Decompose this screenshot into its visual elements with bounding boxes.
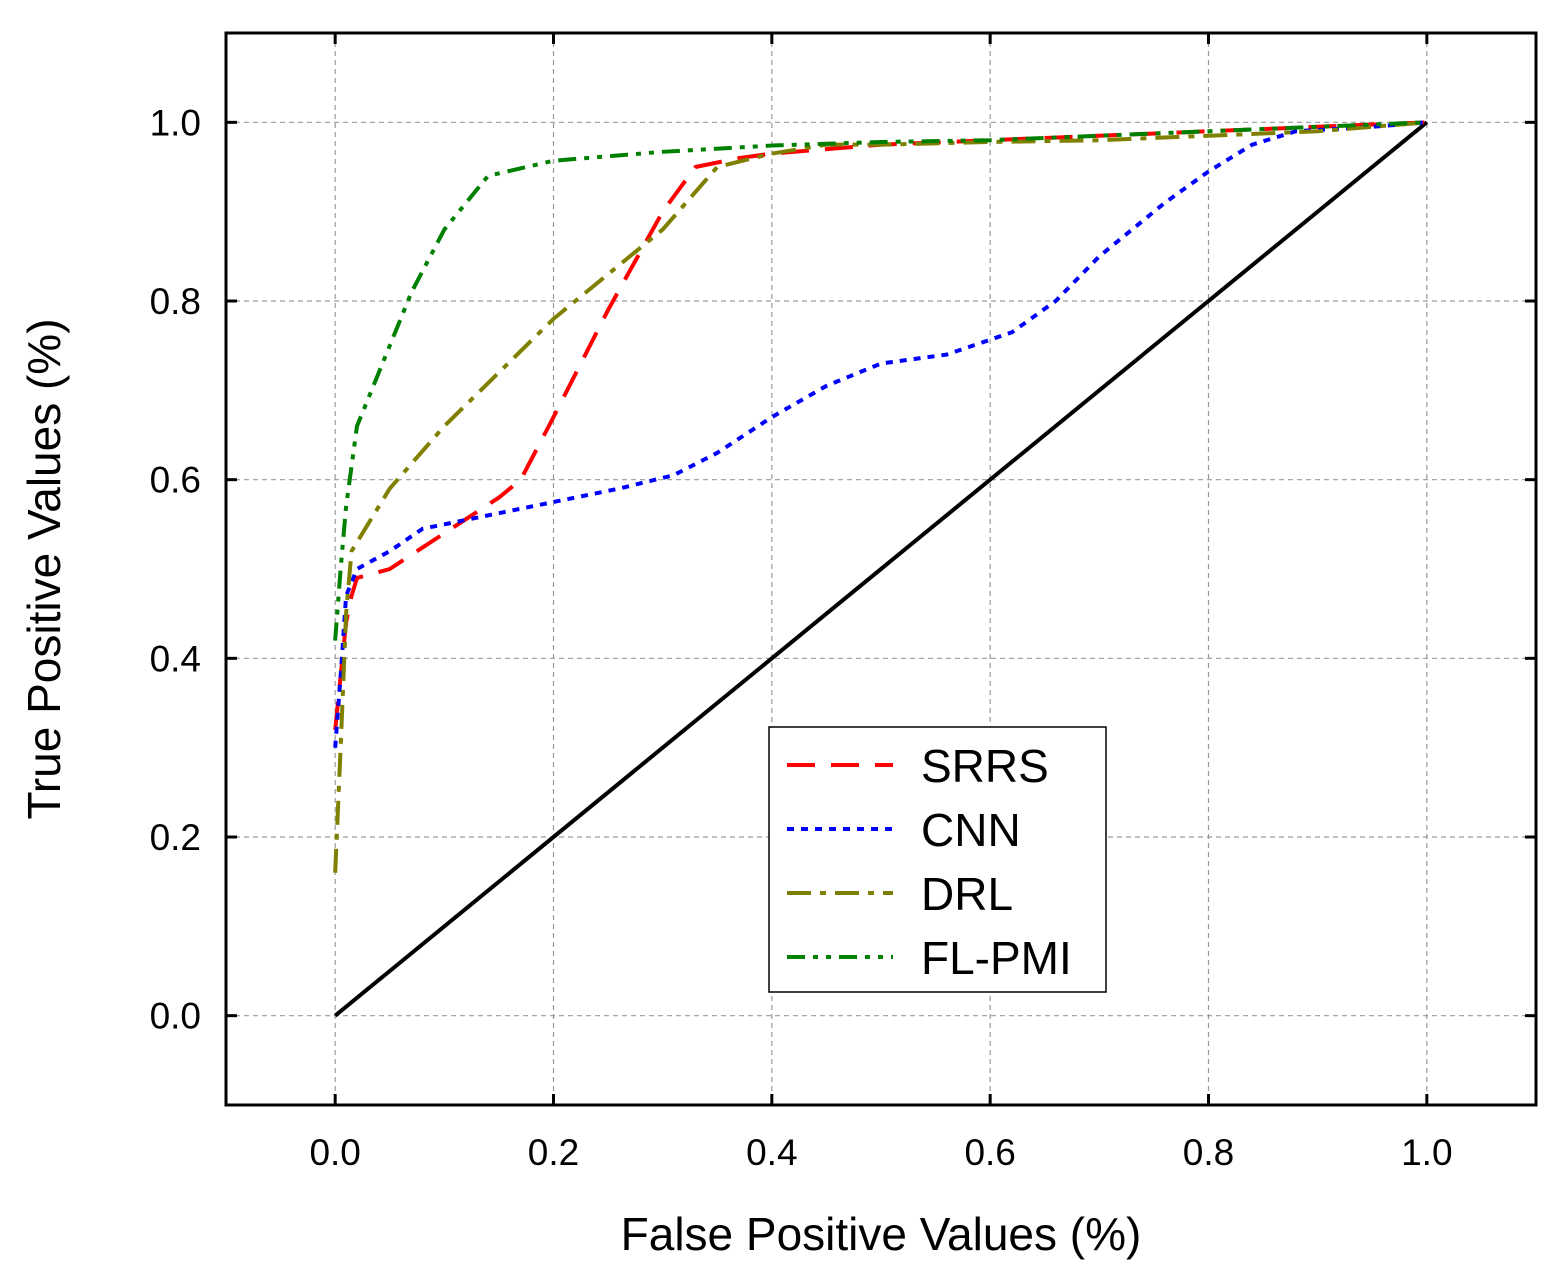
axis-ticks: 0.0 0.2 0.4 0.6 0.8 1.0 0.0 0.2 0.4 0.6 0.8 1.0 <box>150 33 1536 1173</box>
x-axis-title: False Positive Values (%) <box>621 1208 1142 1260</box>
diagonal-reference-line <box>333 120 1429 1018</box>
series-line-drl <box>333 120 1427 873</box>
series-line-srrs <box>333 120 1427 731</box>
legend-label-srrs: SRRS <box>921 740 1049 792</box>
series-lines <box>333 120 1429 1018</box>
x-tick-label: 0.8 <box>1183 1132 1234 1173</box>
legend-label-drl: DRL <box>921 868 1013 920</box>
x-tick-label: 1.0 <box>1401 1132 1452 1173</box>
legend: SRRS CNN DRL FL-PMI <box>768 726 1107 993</box>
x-tick-label: 0.4 <box>746 1132 797 1173</box>
series-line-fl-pmi <box>333 120 1427 641</box>
x-tick-label: 0.2 <box>528 1132 579 1173</box>
y-tick-label: 1.0 <box>150 102 201 143</box>
grid-lines <box>226 33 1536 1105</box>
plot-frame <box>224 31 1538 1107</box>
legend-box <box>768 726 1107 993</box>
x-tick-label: 0.0 <box>309 1132 360 1173</box>
y-tick-label: 0.4 <box>150 638 201 679</box>
y-tick-label: 0.2 <box>150 817 201 858</box>
series-line-cnn <box>333 120 1427 748</box>
y-tick-label: 0.0 <box>150 996 201 1037</box>
legend-label-cnn: CNN <box>921 804 1021 856</box>
y-tick-label: 0.6 <box>150 460 201 501</box>
y-axis-title: True Positive Values (%) <box>18 318 70 819</box>
x-tick-label: 0.6 <box>964 1132 1015 1173</box>
legend-label-fl-pmi: FL-PMI <box>921 932 1072 984</box>
y-tick-label: 0.8 <box>150 281 201 322</box>
